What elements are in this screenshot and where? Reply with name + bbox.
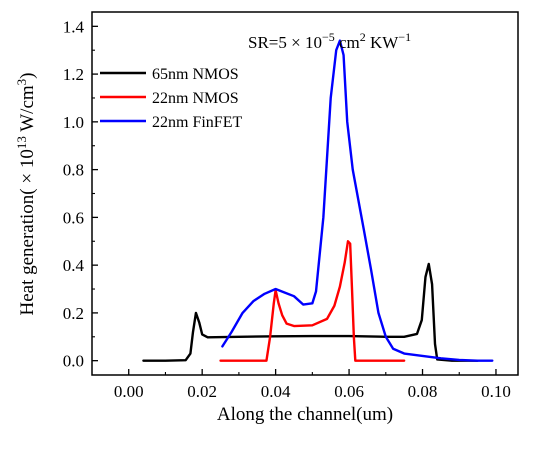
x-tick-label: 0.04 (261, 382, 291, 401)
chart-annotation: SR=5 × 10−5 cm2 KW−1 (248, 30, 411, 52)
x-tick-label: 0.06 (334, 382, 364, 401)
legend-label-22nm-finfet: 22nm FinFET (152, 114, 242, 131)
x-axis-label: Along the channel(um) (217, 404, 393, 425)
x-tick-label: 0.02 (187, 382, 217, 401)
legend-label-22nm-nmos: 22nm NMOS (152, 90, 239, 107)
y-tick-label: 0.2 (63, 304, 84, 323)
y-tick-label: 0.0 (63, 352, 84, 371)
y-tick-label: 1.2 (63, 65, 84, 84)
series-layer (142, 39, 494, 362)
y-tick-label: 0.8 (63, 161, 84, 180)
series-line-22nm-nmos (219, 240, 406, 362)
axis-ticks: 0.00 0.02 0.04 0.06 0.08 0.10 0.0 0.2 0.4 0.6 0.8 1… (63, 17, 511, 401)
legend: 65nm NMOS 22nm NMOS 22nm FinFET (100, 66, 242, 131)
x-tick-label: 0.00 (114, 382, 144, 401)
x-tick-label: 0.10 (481, 382, 511, 401)
series-line-65nm-nmos (142, 262, 479, 362)
y-tick-label: 1.4 (63, 17, 85, 36)
x-tick-label: 0.08 (408, 382, 438, 401)
legend-label-65nm-nmos: 65nm NMOS (152, 66, 239, 83)
y-tick-label: 0.6 (63, 208, 84, 227)
y-tick-label: 1.0 (63, 113, 84, 132)
y-tick-label: 0.4 (63, 256, 85, 275)
series-line-22nm-finfet (221, 39, 494, 362)
y-axis-label: Heat generation( × 1013 W/cm3) (14, 72, 38, 315)
